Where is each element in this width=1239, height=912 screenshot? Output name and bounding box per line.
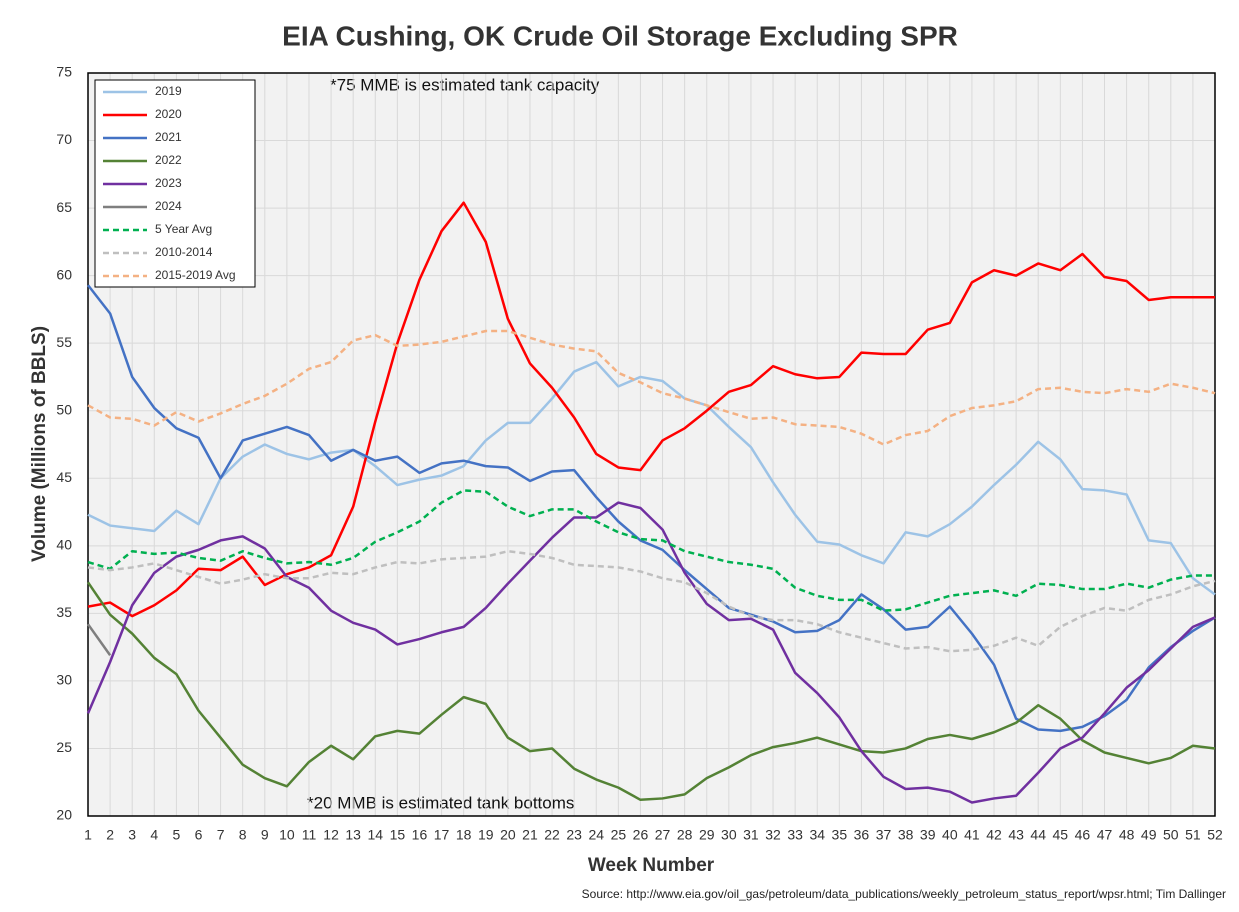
x-tick-label: 28 [677, 827, 693, 843]
x-tick-label: 18 [456, 827, 472, 843]
source-note: Source: http://www.eia.gov/oil_gas/petro… [582, 887, 1226, 901]
x-tick-label: 10 [279, 827, 295, 843]
y-tick-label: 50 [56, 401, 72, 417]
x-tick-label: 42 [986, 827, 1002, 843]
series-line [87, 201, 1215, 618]
x-tick-label: 47 [1097, 827, 1113, 843]
annotation: *75 MMB is estimated tank capacity [330, 75, 600, 94]
series-line [86, 581, 1216, 802]
y-tick-label: 30 [56, 672, 72, 688]
x-tick-label: 3 [128, 827, 136, 843]
series-line [87, 489, 1215, 612]
legend-label: 2019 [155, 84, 182, 98]
x-tick-label: 16 [412, 827, 428, 843]
y-tick-label: 35 [56, 604, 72, 620]
legend-label: 2020 [155, 107, 182, 121]
series-line [86, 501, 1216, 804]
x-tick-label: 46 [1075, 827, 1091, 843]
legend-label: 2015-2019 Avg [155, 268, 236, 282]
x-tick-label: 48 [1119, 827, 1135, 843]
plot-frame [87, 72, 1216, 817]
x-tick-label: 23 [566, 827, 582, 843]
x-tick-label: 51 [1185, 827, 1201, 843]
x-tick-label: 25 [611, 827, 627, 843]
x-tick-label: 13 [345, 827, 361, 843]
x-tick-label: 31 [743, 827, 759, 843]
x-tick-label: 52 [1207, 827, 1223, 843]
y-tick-label: 20 [56, 807, 72, 823]
x-tick-label: 14 [367, 827, 383, 843]
x-tick-label: 22 [544, 827, 560, 843]
series-line [87, 549, 1216, 653]
x-tick-label: 4 [150, 827, 158, 843]
x-tick-label: 35 [832, 827, 848, 843]
series-line [86, 623, 112, 656]
series-line [87, 360, 1216, 596]
x-tick-label: 32 [765, 827, 781, 843]
x-tick-label: 15 [390, 827, 406, 843]
x-tick-label: 41 [964, 827, 980, 843]
y-tick-label: 25 [56, 739, 72, 755]
x-tick-label: 5 [172, 827, 180, 843]
x-tick-label: 38 [898, 827, 914, 843]
x-tick-label: 40 [942, 827, 958, 843]
legend: 2019 2020 2021 2022 2023 2024 5 Year Avg 2010-2… [94, 79, 256, 288]
x-tick-label: 49 [1141, 827, 1157, 843]
x-tick-label: 1 [84, 827, 92, 843]
annotation: *20 MMB is estimated tank bottoms [307, 793, 574, 812]
legend-label: 5 Year Avg [155, 222, 212, 236]
x-tick-label: 21 [522, 827, 538, 843]
y-tick-label: 55 [56, 334, 72, 350]
y-axis-title: Volume (Millions of BBLS) [29, 326, 50, 562]
legend-label: 2023 [155, 176, 182, 190]
x-tick-label: 30 [721, 827, 737, 843]
x-tick-label: 29 [699, 827, 715, 843]
y-tick-label: 65 [56, 199, 72, 215]
x-tick-label: 33 [787, 827, 803, 843]
legend-label: 2010-2014 [155, 245, 213, 259]
y-tick-label: 60 [56, 266, 72, 282]
x-tick-label: 8 [239, 827, 247, 843]
x-tick-label: 24 [588, 827, 604, 843]
x-tick-label: 39 [920, 827, 936, 843]
x-tick-label: 27 [655, 827, 671, 843]
legend-label: 2022 [155, 153, 182, 167]
x-tick-label: 20 [500, 827, 516, 843]
y-tick-label: 40 [56, 537, 72, 553]
x-tick-label: 2 [106, 827, 114, 843]
x-tick-label: 43 [1008, 827, 1024, 843]
series-line [87, 329, 1216, 446]
x-tick-label: 44 [1030, 827, 1046, 843]
y-tick-label: 75 [56, 64, 72, 80]
x-tick-label: 12 [323, 827, 339, 843]
y-tick-label: 70 [56, 131, 72, 147]
plot-area [88, 73, 1215, 816]
legend-label: 2021 [155, 130, 182, 144]
x-tick-label: 34 [809, 827, 825, 843]
x-tick-label: 45 [1053, 827, 1069, 843]
x-tick-label: 17 [434, 827, 450, 843]
legend-label: 2024 [155, 199, 182, 213]
x-tick-label: 11 [302, 827, 317, 843]
x-tick-label: 6 [195, 827, 203, 843]
x-tick-label: 26 [633, 827, 649, 843]
chart-title: EIA Cushing, OK Crude Oil Storage Exclud… [282, 20, 958, 51]
x-tick-label: 37 [876, 827, 892, 843]
x-tick-label: 7 [217, 827, 225, 843]
y-tick-label: 45 [56, 469, 72, 485]
x-tick-label: 9 [261, 827, 269, 843]
x-tick-label: 19 [478, 827, 494, 843]
x-tick-label: 50 [1163, 827, 1179, 843]
x-axis-title: Week Number [588, 855, 715, 876]
x-tick-label: 36 [854, 827, 870, 843]
series-line [87, 284, 1216, 733]
